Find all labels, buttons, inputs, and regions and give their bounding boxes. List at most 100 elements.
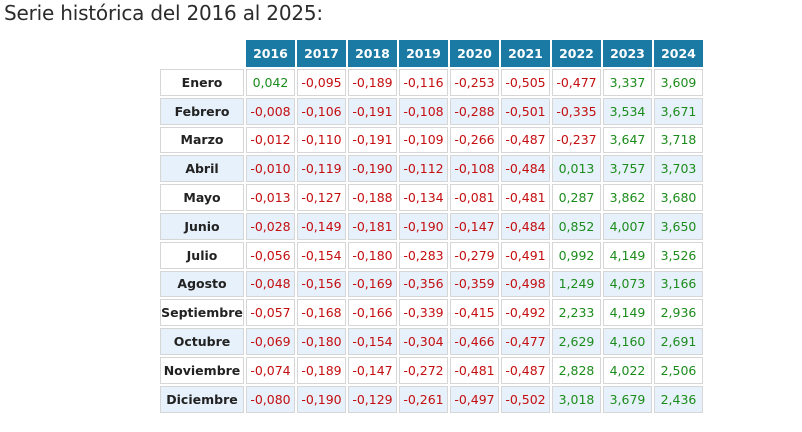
value-cell: 2,629 xyxy=(552,328,601,355)
value-cell: -0,189 xyxy=(348,69,397,96)
table-row: Febrero -0,008 -0,106 -0,191 -0,108 -0,288 -0,… xyxy=(160,97,703,125)
value-cell: -0,056 xyxy=(246,241,295,269)
year-header-2016: 2016 xyxy=(246,40,295,67)
value-cell: -0,080 xyxy=(246,385,295,413)
value-cell: 3,609 xyxy=(654,69,703,96)
value-cell: -0,266 xyxy=(450,126,499,154)
value-cell: -0,154 xyxy=(297,241,346,269)
value-cell: -0,010 xyxy=(246,155,295,183)
value-cell: -0,108 xyxy=(399,97,448,125)
value-cell: 2,233 xyxy=(552,299,601,327)
value-cell: -0,069 xyxy=(246,328,295,355)
month-label: Julio xyxy=(160,241,244,269)
value-cell: -0,505 xyxy=(501,69,550,96)
value-cell: -0,502 xyxy=(501,385,550,413)
value-cell: -0,491 xyxy=(501,241,550,269)
value-cell: 4,160 xyxy=(603,328,652,355)
value-cell: 0,287 xyxy=(552,184,601,211)
table-row: Enero 0,042 -0,095 -0,189 -0,116 -0,253 -0,505… xyxy=(160,69,703,96)
value-cell: -0,116 xyxy=(399,69,448,96)
value-cell: -0,028 xyxy=(246,212,295,240)
value-cell: -0,498 xyxy=(501,270,550,298)
value-cell: 3,650 xyxy=(654,212,703,240)
page-heading: Serie histórica del 2016 al 2025: xyxy=(4,1,323,25)
value-cell: -0,190 xyxy=(399,212,448,240)
value-cell: 2,828 xyxy=(552,356,601,384)
value-cell: -0,335 xyxy=(552,97,601,125)
month-label: Febrero xyxy=(160,97,244,125)
value-cell: -0,180 xyxy=(297,328,346,355)
month-label: Abril xyxy=(160,155,244,183)
month-label: Diciembre xyxy=(160,385,244,413)
value-cell: -0,466 xyxy=(450,328,499,355)
value-cell: -0,127 xyxy=(297,184,346,211)
table-row: Octubre -0,069 -0,180 -0,154 -0,304 -0,466 -0,… xyxy=(160,328,703,355)
value-cell: 2,936 xyxy=(654,299,703,327)
year-header-2022: 2022 xyxy=(552,40,601,67)
value-cell: -0,477 xyxy=(552,69,601,96)
value-cell: -0,147 xyxy=(450,212,499,240)
value-cell: 3,526 xyxy=(654,241,703,269)
value-cell: -0,477 xyxy=(501,328,550,355)
year-header-2020: 2020 xyxy=(450,40,499,67)
month-label: Junio xyxy=(160,212,244,240)
value-cell: 4,007 xyxy=(603,212,652,240)
value-cell: -0,081 xyxy=(450,184,499,211)
value-cell: -0,304 xyxy=(399,328,448,355)
value-cell: -0,147 xyxy=(348,356,397,384)
value-cell: -0,359 xyxy=(450,270,499,298)
value-cell: -0,484 xyxy=(501,212,550,240)
value-cell: -0,279 xyxy=(450,241,499,269)
table-row: Junio -0,028 -0,149 -0,181 -0,190 -0,147 -0,48… xyxy=(160,212,703,240)
table-row: Septiembre -0,057 -0,168 -0,166 -0,339 -0,415… xyxy=(160,299,703,327)
month-label: Enero xyxy=(160,69,244,96)
value-cell: -0,154 xyxy=(348,328,397,355)
value-cell: -0,492 xyxy=(501,299,550,327)
table-row: Julio -0,056 -0,154 -0,180 -0,283 -0,279 -0,49… xyxy=(160,241,703,269)
value-cell: -0,501 xyxy=(501,97,550,125)
value-cell: 3,671 xyxy=(654,97,703,125)
value-cell: 3,337 xyxy=(603,69,652,96)
value-cell: -0,110 xyxy=(297,126,346,154)
value-cell: -0,487 xyxy=(501,356,550,384)
value-cell: -0,339 xyxy=(399,299,448,327)
value-cell: 4,073 xyxy=(603,270,652,298)
value-cell: -0,237 xyxy=(552,126,601,154)
value-cell: 3,862 xyxy=(603,184,652,211)
value-cell: 3,703 xyxy=(654,155,703,183)
value-cell: -0,189 xyxy=(297,356,346,384)
value-cell: -0,288 xyxy=(450,97,499,125)
value-cell: 3,680 xyxy=(654,184,703,211)
value-cell: -0,180 xyxy=(348,241,397,269)
value-cell: 3,018 xyxy=(552,385,601,413)
month-label: Agosto xyxy=(160,270,244,298)
value-cell: 3,534 xyxy=(603,97,652,125)
value-cell: 4,149 xyxy=(603,299,652,327)
value-cell: -0,191 xyxy=(348,126,397,154)
value-cell: -0,283 xyxy=(399,241,448,269)
value-cell: -0,190 xyxy=(297,385,346,413)
value-cell: -0,487 xyxy=(501,126,550,154)
table-body: Enero 0,042 -0,095 -0,189 -0,116 -0,253 -0,505… xyxy=(160,69,703,413)
value-cell: -0,484 xyxy=(501,155,550,183)
value-cell: 4,149 xyxy=(603,241,652,269)
table-row: Abril -0,010 -0,119 -0,190 -0,112 -0,108 -0,48… xyxy=(160,155,703,183)
month-label: Septiembre xyxy=(160,299,244,327)
year-header-2018: 2018 xyxy=(348,40,397,67)
value-cell: -0,134 xyxy=(399,184,448,211)
month-label: Noviembre xyxy=(160,356,244,384)
value-cell: 0,013 xyxy=(552,155,601,183)
value-cell: -0,057 xyxy=(246,299,295,327)
table-row: Diciembre -0,080 -0,190 -0,129 -0,261 -0,497-… xyxy=(160,385,703,413)
value-cell: -0,108 xyxy=(450,155,499,183)
value-cell: -0,168 xyxy=(297,299,346,327)
month-label: Mayo xyxy=(160,184,244,211)
value-cell: -0,166 xyxy=(348,299,397,327)
value-cell: -0,129 xyxy=(348,385,397,413)
value-cell: -0,156 xyxy=(297,270,346,298)
year-header-2019: 2019 xyxy=(399,40,448,67)
value-cell: -0,261 xyxy=(399,385,448,413)
year-header-2023: 2023 xyxy=(603,40,652,67)
table-row: Noviembre -0,074 -0,189 -0,147 -0,272 -0,481-… xyxy=(160,356,703,384)
value-cell: -0,048 xyxy=(246,270,295,298)
